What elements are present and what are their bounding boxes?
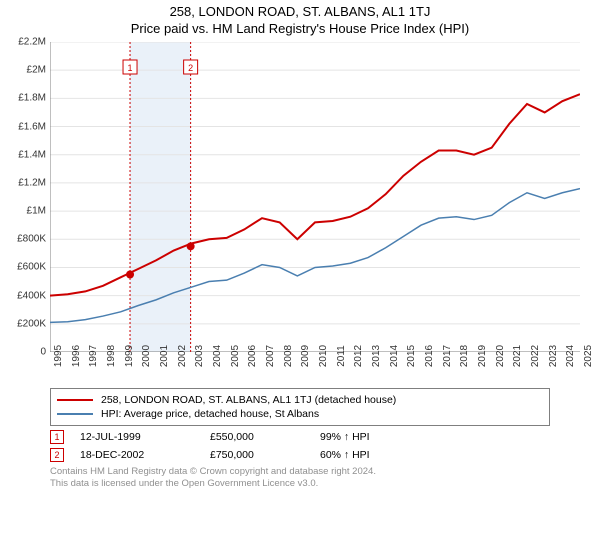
y-axis: 0£200K£400K£600K£800K£1M£1.2M£1.4M£1.6M£…: [0, 42, 50, 352]
legend-swatch: [57, 413, 93, 415]
x-axis: 1995199619971998199920002001200220032004…: [50, 352, 580, 382]
legend: 258, LONDON ROAD, ST. ALBANS, AL1 1TJ (d…: [50, 388, 550, 426]
attribution-line: Contains HM Land Registry data © Crown c…: [50, 466, 550, 478]
legend-label: 258, LONDON ROAD, ST. ALBANS, AL1 1TJ (d…: [101, 394, 396, 406]
chart-subtitle: Price paid vs. HM Land Registry's House …: [0, 19, 600, 42]
legend-label: HPI: Average price, detached house, St A…: [101, 408, 319, 420]
chart-container: 258, LONDON ROAD, ST. ALBANS, AL1 1TJ Pr…: [0, 0, 600, 560]
event-delta: 60% ↑ HPI: [320, 449, 440, 461]
legend-row: 258, LONDON ROAD, ST. ALBANS, AL1 1TJ (d…: [57, 393, 543, 407]
event-price: £550,000: [210, 431, 320, 443]
chart-area: 0£200K£400K£600K£800K£1M£1.2M£1.4M£1.6M£…: [0, 42, 600, 382]
event-date: 12-JUL-1999: [80, 431, 210, 443]
event-marker-box: 2: [50, 448, 64, 462]
attribution-line: This data is licensed under the Open Gov…: [50, 478, 550, 490]
svg-text:2: 2: [188, 63, 193, 73]
plot: 12: [50, 42, 580, 352]
svg-text:1: 1: [128, 63, 133, 73]
attribution: Contains HM Land Registry data © Crown c…: [50, 466, 550, 491]
legend-swatch: [57, 399, 93, 401]
event-price: £750,000: [210, 449, 320, 461]
chart-title: 258, LONDON ROAD, ST. ALBANS, AL1 1TJ: [0, 0, 600, 19]
event-date: 18-DEC-2002: [80, 449, 210, 461]
event-delta: 99% ↑ HPI: [320, 431, 440, 443]
legend-row: HPI: Average price, detached house, St A…: [57, 407, 543, 421]
events-table: 1 12-JUL-1999 £550,000 99% ↑ HPI 2 18-DE…: [50, 430, 550, 462]
event-marker-box: 1: [50, 430, 64, 444]
